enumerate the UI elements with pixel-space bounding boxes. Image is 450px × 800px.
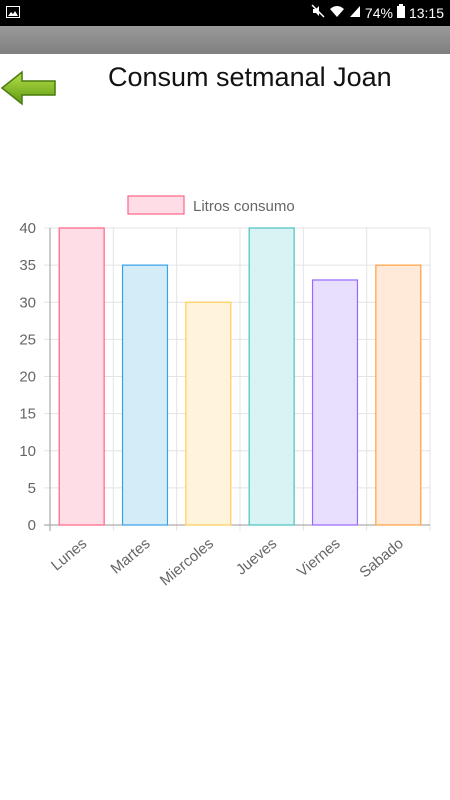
signal-icon xyxy=(349,4,361,21)
mute-icon xyxy=(311,4,325,21)
header: Consum setmanal Joan xyxy=(0,54,450,114)
y-tick-label: 30 xyxy=(19,294,36,311)
battery-icon xyxy=(396,4,405,21)
arrow-left-icon xyxy=(0,70,56,106)
bar xyxy=(375,264,422,526)
bar xyxy=(121,264,169,526)
y-tick-label: 0 xyxy=(28,517,36,534)
y-tick-label: 25 xyxy=(19,331,36,348)
x-tick-label: Miercoles xyxy=(157,535,217,589)
chart-svg: 0 5 10 15 20 25 30 35 40 Lunes Martes Miercoles Juev… xyxy=(19,195,431,589)
bar-chart: 0 5 10 15 20 25 30 35 40 Lunes Martes Miercoles Juev… xyxy=(0,180,450,610)
page-title: Consum setmanal Joan xyxy=(108,62,392,92)
y-tick-label: 35 xyxy=(19,257,36,274)
legend-label: Litros consumo xyxy=(193,198,295,215)
y-tick-label: 20 xyxy=(19,369,36,386)
bar xyxy=(311,279,359,526)
wifi-icon xyxy=(329,4,345,21)
bar xyxy=(248,227,295,526)
back-button[interactable] xyxy=(0,68,58,108)
x-tick-label: Lunes xyxy=(48,535,90,574)
legend-swatch xyxy=(127,195,185,215)
bar xyxy=(58,227,105,526)
bar xyxy=(185,301,232,526)
battery-percent: 74% xyxy=(364,4,393,21)
y-tick-label: 15 xyxy=(19,406,36,423)
y-tick-label: 5 xyxy=(28,480,36,497)
clock: 13:15 xyxy=(408,4,444,21)
status-bar: 74% 13:15 xyxy=(0,0,450,26)
x-tick-label: Martes xyxy=(108,535,154,577)
y-tick-label: 10 xyxy=(19,443,36,460)
x-tick-label: Sabado xyxy=(356,535,407,581)
x-tick-label: Viernes xyxy=(294,535,344,581)
image-icon xyxy=(6,5,20,21)
x-tick-label: Jueves xyxy=(233,535,280,579)
y-tick-label: 40 xyxy=(19,220,36,237)
status-right: 74% 13:15 xyxy=(311,4,444,21)
action-bar xyxy=(0,26,450,54)
